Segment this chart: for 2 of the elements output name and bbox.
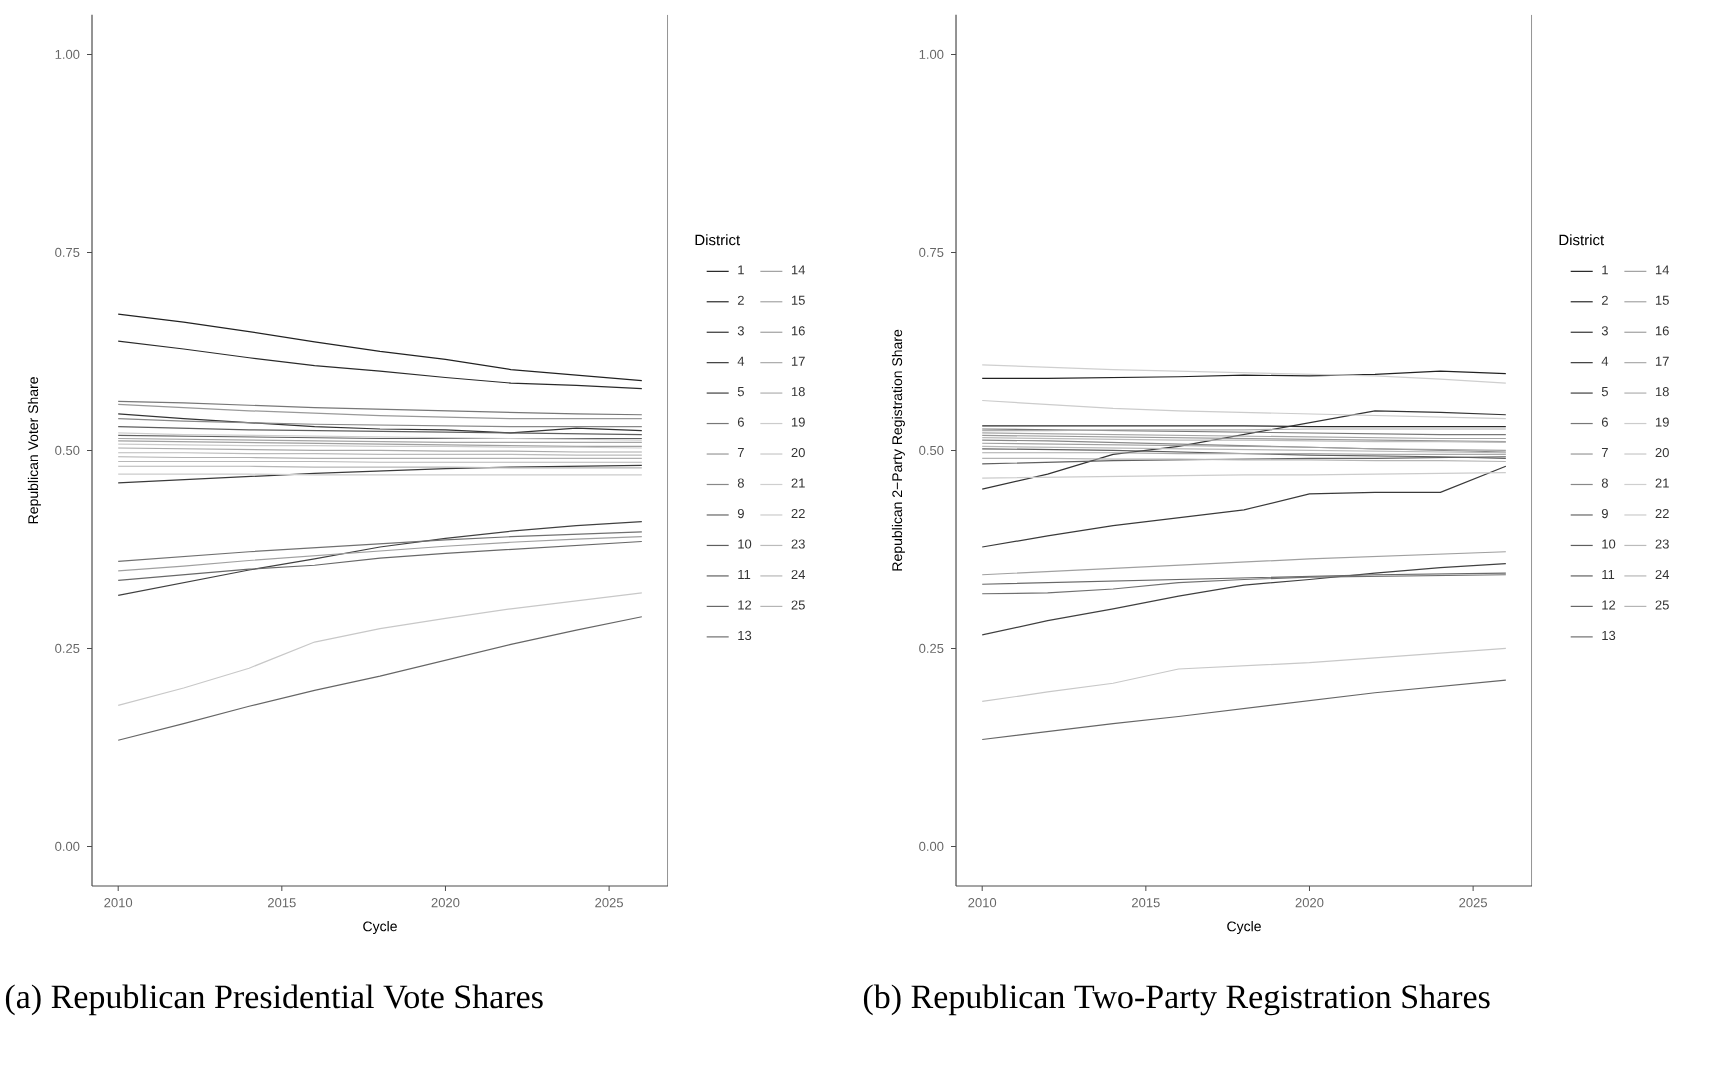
text: (a) Republican Presidential Vote Shares bbox=[5, 984, 543, 1016]
text: (b) Republican Two-Party Registration Shares bbox=[863, 984, 1490, 1016]
